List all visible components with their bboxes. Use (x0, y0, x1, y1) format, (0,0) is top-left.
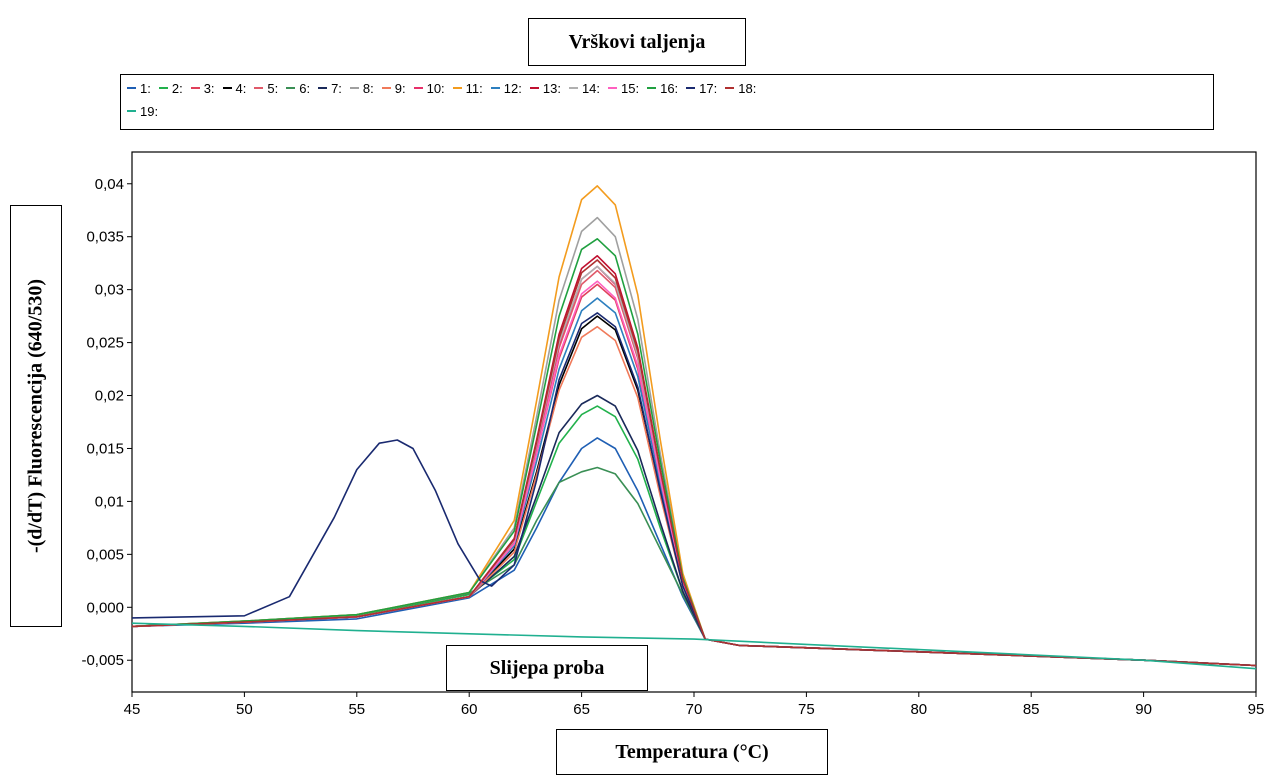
y-tick-label: 0,01 (95, 493, 124, 510)
legend: 1: 2: 3: 4: 5: 6: 7: 8: 9: 10: 11: 12: 13: 14: 15: 16: 1… (120, 74, 1214, 130)
legend-swatch (349, 87, 359, 89)
legend-label: 17: (699, 80, 718, 96)
y-tick-label: 0,025 (86, 335, 124, 352)
y-tick-label: 0,02 (95, 388, 124, 405)
legend-item: 18: (725, 81, 756, 96)
legend-item: 2: (158, 80, 183, 96)
legend-label: 15: (621, 80, 640, 96)
chart-title: Vrškovi taljenja (528, 18, 746, 66)
legend-swatch (127, 87, 136, 89)
legend-item: 14: (568, 80, 601, 96)
legend-label: 6: (299, 80, 311, 96)
x-tick-label: 50 (236, 701, 253, 718)
legend-swatch (413, 87, 423, 89)
legend-swatch (222, 87, 232, 89)
legend-item: 15: (608, 81, 639, 96)
legend-label: 11: (465, 80, 483, 96)
legend-label: 16: (660, 80, 679, 96)
legend-item: 4: (222, 80, 247, 96)
legend-label: 14: (581, 80, 601, 96)
legend-swatch (381, 87, 391, 89)
y-axis-title-box: -(d/dT) Fluorescencija (640/530) (10, 205, 62, 627)
x-tick-label: 45 (124, 701, 141, 718)
legend-item: 17: (686, 81, 717, 96)
x-tick-label: 65 (573, 701, 590, 718)
legend-label: 7: (331, 80, 342, 96)
legend-swatch (190, 87, 200, 89)
legend-item: 13: (529, 80, 561, 96)
series-line (131, 259, 1257, 667)
legend-label: 4: (235, 80, 247, 96)
y-tick-label: 0,000 (86, 599, 124, 616)
y-tick-label: 0,04 (95, 176, 124, 193)
plot-area (131, 151, 1257, 693)
x-tick-label: 95 (1248, 701, 1265, 718)
legend-label: 18: (738, 80, 757, 96)
x-tick-label: 60 (461, 701, 478, 718)
y-tick-label: 0,005 (86, 546, 124, 563)
legend-item: 1: (127, 81, 151, 96)
x-tick-label: 85 (1023, 701, 1040, 718)
legend-row-1: 1: 2: 3: 4: 5: 6: 7: 8: 9: 10: 11: 12: 13: 14: 15: 16: 1… (127, 78, 764, 98)
legend-label: 3: (203, 80, 215, 96)
legend-swatch (286, 87, 296, 89)
y-tick-label: 0,035 (86, 229, 124, 246)
series-layer (131, 185, 1257, 670)
legend-item: 9: (381, 80, 406, 96)
legend-swatch (490, 87, 500, 89)
legend-swatch (127, 110, 136, 112)
legend-label: 19: (140, 103, 159, 119)
legend-swatch (608, 87, 618, 89)
series-line (131, 622, 1257, 670)
legend-label: 8: (362, 80, 374, 96)
legend-item: 12: (490, 80, 522, 96)
legend-swatch (568, 87, 578, 89)
y-tick-label: -0,005 (81, 652, 124, 669)
legend-swatch (725, 87, 735, 89)
y-tick-label: 0,03 (95, 282, 124, 299)
legend-swatch (686, 87, 696, 89)
legend-item: 19: (127, 104, 158, 119)
legend-item: 8: (349, 80, 374, 96)
legend-swatch (254, 87, 264, 89)
x-tick-label: 90 (1135, 701, 1152, 718)
legend-swatch (158, 87, 168, 89)
legend-label: 12: (503, 80, 522, 96)
legend-item: 10: (413, 80, 445, 96)
legend-swatch (452, 87, 462, 89)
legend-label: 10: (426, 80, 445, 96)
y-tick-label: 0,015 (86, 440, 124, 457)
x-tick-label: 75 (798, 701, 815, 718)
legend-item: 3: (190, 80, 215, 96)
legend-item: 5: (254, 81, 278, 96)
blank-sample-annotation: Slijepa proba (446, 645, 648, 691)
legend-swatch (318, 87, 328, 89)
legend-item: 16: (647, 81, 678, 96)
x-tick-label: 55 (348, 701, 365, 718)
legend-label: 5: (267, 80, 279, 96)
axes-layer: 45 50 55 60 65 70 75 80 85 90 95 0,04 0,035 0,03 0,025… (81, 176, 1264, 718)
x-tick-label: 80 (910, 701, 927, 718)
legend-item: 7: (318, 81, 342, 96)
legend-label: 13: (542, 80, 561, 96)
legend-label: 1: (140, 80, 151, 96)
legend-swatch (647, 87, 657, 89)
legend-row-2: 19: (127, 101, 166, 121)
x-axis-title: Temperatura (°C) (556, 729, 828, 775)
legend-label: 2: (171, 80, 183, 96)
legend-swatch (529, 87, 539, 89)
legend-item: 6: (286, 81, 310, 96)
legend-label: 9: (394, 80, 406, 96)
legend-item: 11: (452, 80, 483, 96)
y-axis-title: -(d/dT) Fluorescencija (640/530) (24, 278, 47, 554)
x-tick-label: 70 (686, 701, 703, 718)
